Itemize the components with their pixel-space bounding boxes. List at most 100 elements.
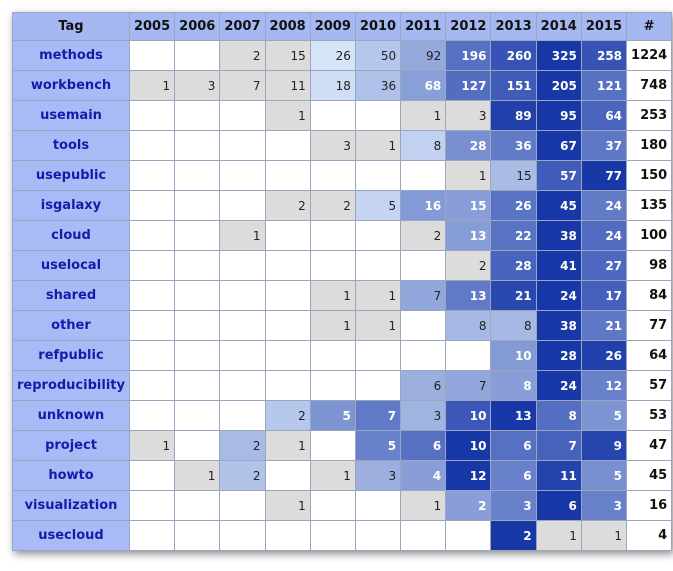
count-cell: 1 (174, 460, 221, 491)
tag-cell: shared (12, 280, 130, 311)
count-cell: 8 (445, 310, 492, 341)
empty-cell (400, 250, 447, 281)
total-cell: 135 (626, 190, 673, 221)
empty-cell (354, 340, 402, 371)
count-cell: 57 (535, 160, 582, 191)
empty-cell (264, 520, 311, 551)
table-row: usemain 1 1 3 89 95 64 253 (12, 100, 673, 131)
tag-cell: tools (12, 130, 130, 161)
column-header: 2012 (445, 12, 492, 41)
empty-cell (354, 520, 402, 551)
count-cell: 45 (535, 190, 582, 221)
count-cell: 205 (535, 70, 582, 101)
count-cell: 10 (445, 400, 492, 431)
empty-cell (174, 250, 221, 281)
count-cell: 1 (309, 280, 356, 311)
count-cell: 6 (400, 430, 447, 461)
empty-cell (128, 370, 176, 401)
table-row: howto 1 2 1 3 4 12 6 11 5 45 (12, 460, 673, 491)
count-cell: 41 (535, 250, 582, 281)
count-cell: 1 (219, 220, 266, 251)
empty-cell (128, 520, 176, 551)
count-cell: 21 (490, 280, 537, 311)
count-cell: 8 (490, 310, 537, 341)
total-cell: 100 (626, 220, 673, 251)
count-cell: 50 (354, 40, 402, 71)
count-cell: 1 (354, 310, 402, 341)
empty-cell (309, 340, 356, 371)
total-cell: 253 (626, 100, 673, 131)
column-header: 2008 (264, 12, 311, 41)
count-cell: 10 (445, 430, 492, 461)
count-cell: 13 (490, 400, 537, 431)
tag-table: Tag 2005 2006 2007 2008 2009 2010 2011 2012 2013 2… (12, 12, 673, 551)
count-cell: 28 (490, 250, 537, 281)
empty-cell (400, 340, 447, 371)
count-cell: 24 (580, 220, 628, 251)
count-cell: 151 (490, 70, 537, 101)
column-header: 2013 (490, 12, 537, 41)
empty-cell (174, 280, 221, 311)
count-cell: 1 (445, 160, 492, 191)
empty-cell (219, 400, 266, 431)
empty-cell (309, 490, 356, 521)
count-cell: 15 (490, 160, 537, 191)
empty-cell (309, 220, 356, 251)
table-row: tools 3 1 8 28 36 67 37 180 (12, 130, 673, 161)
count-cell: 26 (309, 40, 356, 71)
empty-cell (219, 160, 266, 191)
column-header: 2014 (535, 12, 582, 41)
empty-cell (309, 370, 356, 401)
count-cell: 92 (400, 40, 447, 71)
count-cell: 22 (490, 220, 537, 251)
total-cell: 1224 (626, 40, 673, 71)
column-header: Tag (12, 12, 130, 41)
count-cell: 6 (490, 430, 537, 461)
count-cell: 16 (400, 190, 447, 221)
count-cell: 7 (354, 400, 402, 431)
table-row: unknown 2 5 7 3 10 13 8 5 53 (12, 400, 673, 431)
table-row: usepublic 1 15 57 77 150 (12, 160, 673, 191)
count-cell: 95 (535, 100, 582, 131)
tag-cell: cloud (12, 220, 130, 251)
total-cell: 77 (626, 310, 673, 341)
table-row: reproducibility 6 7 8 24 12 57 (12, 370, 673, 401)
count-cell: 26 (490, 190, 537, 221)
empty-cell (219, 130, 266, 161)
empty-cell (400, 310, 447, 341)
count-cell: 1 (580, 520, 628, 551)
count-cell: 24 (535, 370, 582, 401)
count-cell: 24 (535, 280, 582, 311)
count-cell: 6 (400, 370, 447, 401)
count-cell: 2 (309, 190, 356, 221)
count-cell: 8 (400, 130, 447, 161)
empty-cell (128, 40, 176, 71)
empty-cell (174, 100, 221, 131)
count-cell: 89 (490, 100, 537, 131)
count-cell: 1 (264, 490, 311, 521)
tag-cell: usepublic (12, 160, 130, 191)
empty-cell (354, 370, 402, 401)
empty-cell (219, 340, 266, 371)
count-cell: 5 (354, 430, 402, 461)
count-cell: 11 (535, 460, 582, 491)
header-row: Tag 2005 2006 2007 2008 2009 2010 2011 2012 2013 2… (12, 12, 673, 41)
count-cell: 64 (580, 100, 628, 131)
total-cell: 57 (626, 370, 673, 401)
count-cell: 3 (490, 490, 537, 521)
column-header: 2011 (400, 12, 447, 41)
empty-cell (219, 370, 266, 401)
tag-cell: uselocal (12, 250, 130, 281)
count-cell: 36 (354, 70, 402, 101)
count-cell: 3 (445, 100, 492, 131)
tag-cell: isgalaxy (12, 190, 130, 221)
empty-cell (128, 130, 176, 161)
count-cell: 127 (445, 70, 492, 101)
count-cell: 4 (400, 460, 447, 491)
total-cell: 98 (626, 250, 673, 281)
count-cell: 2 (219, 430, 266, 461)
count-cell: 15 (264, 40, 311, 71)
table-row: usecloud 2 1 1 4 (12, 520, 673, 551)
empty-cell (219, 520, 266, 551)
